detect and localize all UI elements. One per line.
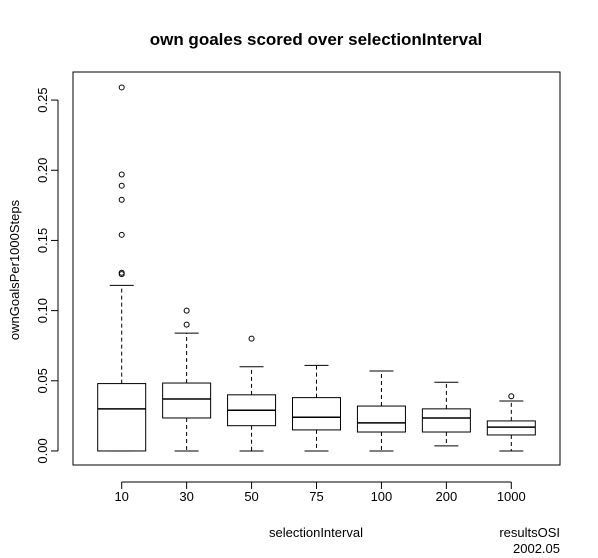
chart-title: own goales scored over selectionInterval bbox=[150, 30, 483, 49]
y-tick-label: 0.15 bbox=[35, 228, 50, 253]
y-axis-label: ownGoalsPer1000Steps bbox=[7, 199, 22, 340]
x-tick-label: 30 bbox=[179, 489, 193, 504]
x-tick-label: 1000 bbox=[497, 489, 526, 504]
outlier bbox=[118, 196, 125, 203]
y-tick-label: 0.10 bbox=[35, 298, 50, 323]
box bbox=[162, 382, 212, 419]
outlier bbox=[118, 231, 125, 238]
box bbox=[356, 405, 406, 433]
outlier bbox=[248, 335, 255, 342]
y-tick-label: 0.05 bbox=[35, 368, 50, 393]
y-tick-label: 0.20 bbox=[35, 158, 50, 183]
outlier bbox=[118, 171, 125, 178]
outlier bbox=[183, 321, 190, 328]
x-axis-label: selectionInterval bbox=[269, 525, 363, 540]
box bbox=[421, 408, 471, 433]
outlier bbox=[118, 182, 125, 189]
x-tick-label: 200 bbox=[436, 489, 458, 504]
box bbox=[97, 383, 147, 452]
y-tick-label: 0.25 bbox=[35, 87, 50, 112]
outlier bbox=[118, 84, 125, 91]
x-tick-label: 100 bbox=[371, 489, 393, 504]
x-tick-label: 10 bbox=[114, 489, 128, 504]
box bbox=[486, 420, 536, 436]
annotation: 2002.05 bbox=[513, 541, 560, 556]
plot-frame bbox=[72, 71, 561, 466]
x-tick-label: 75 bbox=[309, 489, 323, 504]
x-tick-label: 50 bbox=[244, 489, 258, 504]
box bbox=[292, 397, 341, 431]
y-tick-label: 0.00 bbox=[35, 438, 50, 463]
outlier bbox=[118, 271, 125, 278]
annotation: resultsOSI bbox=[499, 525, 560, 540]
outlier bbox=[183, 307, 190, 314]
outlier bbox=[508, 393, 515, 400]
